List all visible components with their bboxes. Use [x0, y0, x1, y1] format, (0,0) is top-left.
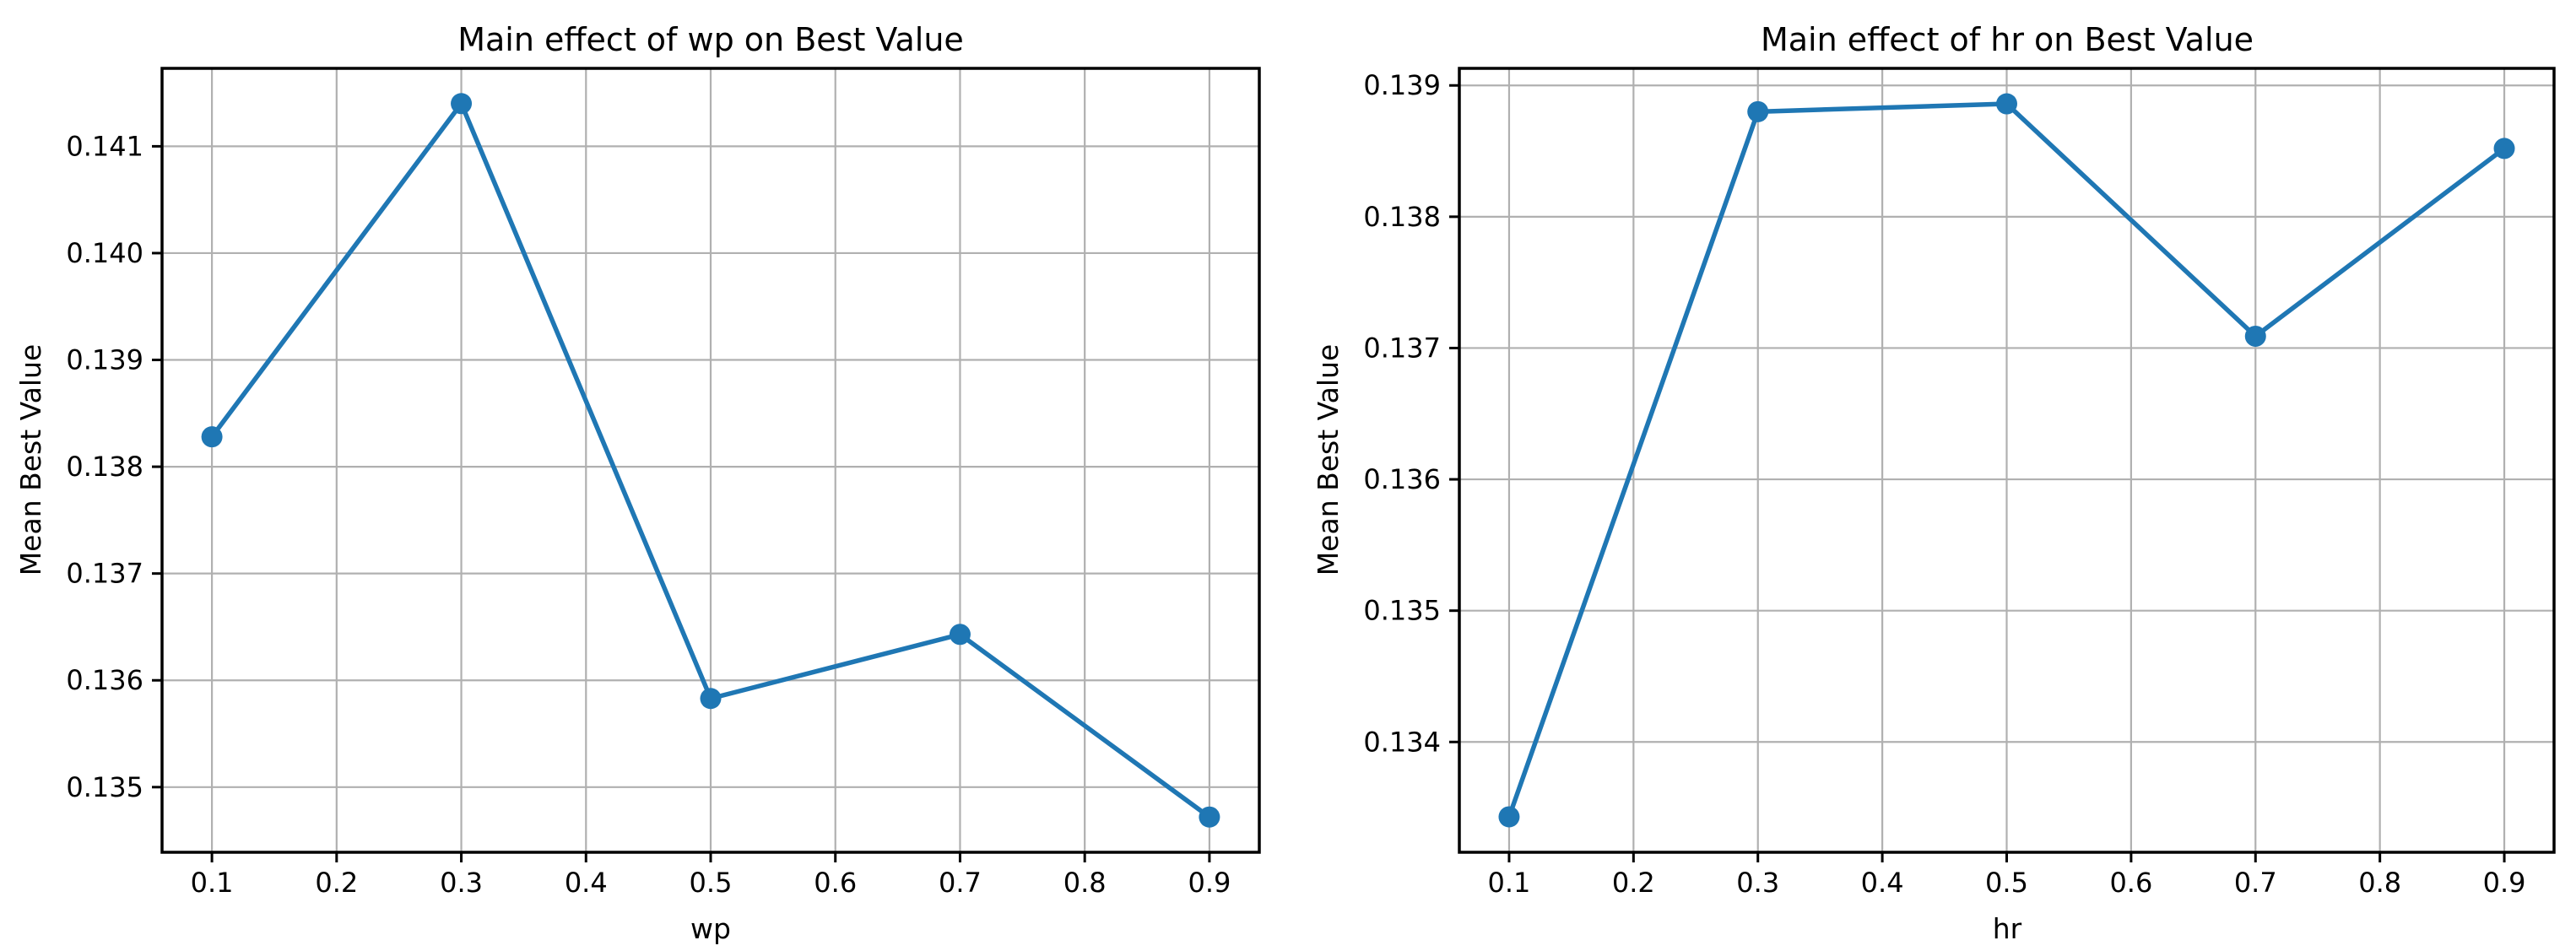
x-tick-label: 0.1 [191, 867, 234, 899]
x-tick-label: 0.8 [1063, 867, 1107, 899]
x-tick-label: 0.5 [1985, 867, 2028, 899]
x-tick-label: 0.9 [2483, 867, 2526, 899]
x-tick-label: 0.9 [1188, 867, 1231, 899]
x-tick-label: 0.4 [565, 867, 608, 899]
y-tick-label: 0.139 [1363, 69, 1441, 101]
plot-spines [1458, 67, 2556, 854]
x-tick-label: 0.3 [440, 867, 483, 899]
x-tick-label: 0.8 [2358, 867, 2401, 899]
axis-ticks [1449, 84, 2506, 862]
x-axis-label-hr: hr [1993, 912, 2022, 945]
y-tick-label: 0.136 [1363, 463, 1441, 495]
y-tick-label: 0.138 [66, 451, 143, 483]
series-markers [201, 93, 1220, 828]
x-tick-label: 0.5 [690, 867, 733, 899]
y-tick-label: 0.134 [1363, 726, 1441, 758]
x-tick-label: 0.2 [1612, 867, 1655, 899]
y-tick-label: 0.136 [66, 664, 143, 696]
y-tick-label: 0.141 [66, 130, 143, 162]
x-tick-label: 0.7 [939, 867, 982, 899]
data-point-marker [1498, 806, 1520, 828]
y-tick-label: 0.140 [66, 237, 143, 269]
tick-labels: 0.1 0.2 0.3 0.4 0.5 0.6 0.7 0.8 0.9 0.134 0.135 0.1… [1363, 69, 2525, 899]
data-point-marker [700, 688, 722, 710]
x-tick-label: 0.6 [2109, 867, 2152, 899]
data-point-marker [949, 624, 971, 646]
data-point-marker [2244, 325, 2266, 347]
chart-title-hr: Main effect of hr on Best Value [1761, 21, 2254, 58]
x-tick-label: 0.1 [1488, 867, 1531, 899]
axis-ticks [152, 144, 1211, 862]
data-point-marker [1996, 93, 2017, 115]
tick-labels: 0.1 0.2 0.3 0.4 0.5 0.6 0.7 0.8 0.9 0.135 0.136 0.1… [66, 130, 1231, 899]
chart-title-wp: Main effect of wp on Best Value [457, 21, 964, 58]
grid [162, 68, 1259, 852]
y-tick-label: 0.137 [66, 558, 143, 590]
line-chart-hr: 0.1 0.2 0.3 0.4 0.5 0.6 0.7 0.8 0.9 0.134 0.135 0.1… [1312, 21, 2556, 945]
data-point-marker [1199, 806, 1220, 828]
x-tick-label: 0.7 [2234, 867, 2277, 899]
data-point-marker [451, 93, 473, 115]
data-point-marker [201, 426, 223, 448]
y-axis-label-wp: Mean Best Value [14, 344, 47, 576]
x-tick-label: 0.4 [1861, 867, 1904, 899]
y-tick-label: 0.135 [1363, 595, 1441, 627]
x-tick-label: 0.3 [1736, 867, 1779, 899]
line-chart-wp: 0.1 0.2 0.3 0.4 0.5 0.6 0.7 0.8 0.9 0.135 0.136 0.1… [14, 21, 1261, 945]
x-axis-label-wp: wp [690, 912, 731, 945]
data-point-marker [2493, 138, 2515, 159]
y-tick-label: 0.137 [1363, 332, 1441, 364]
data-point-marker [1747, 100, 1769, 122]
x-tick-label: 0.2 [315, 867, 358, 899]
y-tick-label: 0.138 [1363, 201, 1441, 233]
x-tick-label: 0.6 [814, 867, 857, 899]
series-markers [1498, 93, 2515, 828]
y-tick-label: 0.139 [66, 344, 143, 376]
plot-spines [160, 67, 1261, 854]
y-axis-label-hr: Mean Best Value [1312, 344, 1345, 576]
grid [1459, 68, 2554, 852]
y-tick-label: 0.135 [66, 771, 143, 803]
